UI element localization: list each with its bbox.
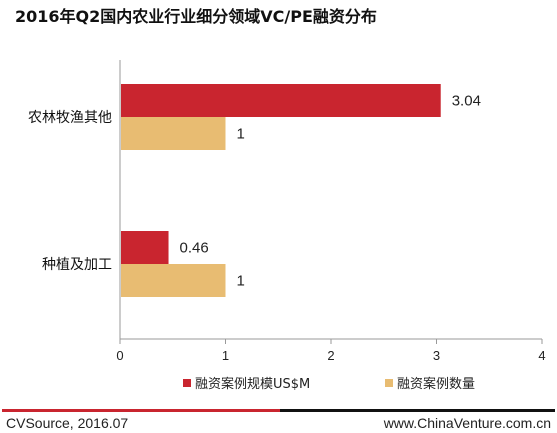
x-tick-label-1: 1 bbox=[222, 348, 229, 363]
data-label-1-0: 0.46 bbox=[180, 240, 209, 257]
data-label-0-1: 1 bbox=[237, 126, 245, 143]
plot-area: 0 1 2 3 4 农林牧渔其他 3.04 1 种植及加工 0.46 1 bbox=[28, 60, 546, 363]
footer-rule-red bbox=[2, 409, 280, 412]
x-tick-label-3: 3 bbox=[433, 348, 440, 363]
bar-1-0 bbox=[121, 231, 169, 264]
legend-label-1: 融资案例数量 bbox=[397, 377, 475, 392]
legend-swatch-0 bbox=[183, 379, 191, 387]
bar-0-0 bbox=[121, 84, 441, 117]
footer-rule-black bbox=[280, 409, 555, 412]
x-tick-label-2: 2 bbox=[327, 348, 334, 363]
legend-label-0: 融资案例规模US$M bbox=[195, 377, 310, 392]
footer: CVSource, 2016.07 www.ChinaVenture.com.c… bbox=[2, 409, 555, 431]
footer-website: www.ChinaVenture.com.cn bbox=[383, 415, 551, 431]
chart-title: 2016年Q2国内农业行业细分领域VC/PE融资分布 bbox=[15, 7, 377, 26]
x-tick-label-0: 0 bbox=[116, 348, 123, 363]
footer-source: CVSource, 2016.07 bbox=[6, 415, 128, 431]
legend-swatch-1 bbox=[385, 379, 393, 387]
bar-0-1 bbox=[121, 117, 226, 150]
data-label-0-0: 3.04 bbox=[452, 93, 481, 110]
bar-1-1 bbox=[121, 264, 226, 297]
x-tick-label-4: 4 bbox=[538, 348, 545, 363]
category-label-1: 种植及加工 bbox=[42, 257, 112, 273]
category-label-0: 农林牧渔其他 bbox=[28, 110, 112, 126]
data-label-1-1: 1 bbox=[237, 273, 245, 290]
legend: 融资案例规模US$M 融资案例数量 bbox=[183, 377, 475, 392]
